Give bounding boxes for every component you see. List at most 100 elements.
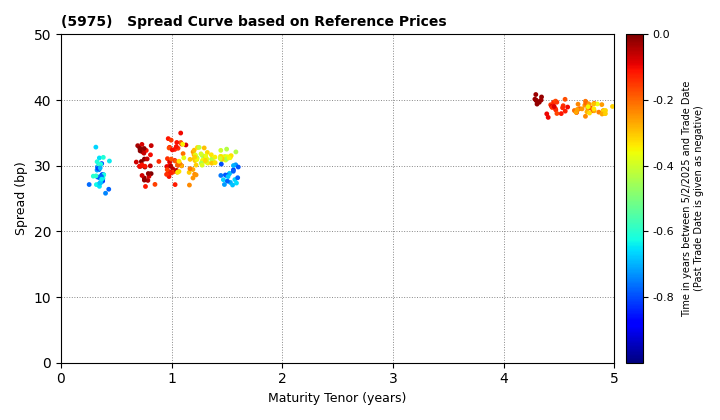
Point	[201, 156, 212, 163]
Point	[93, 163, 104, 169]
Point	[188, 151, 199, 158]
Point	[172, 162, 184, 168]
Point	[230, 161, 241, 168]
Point	[84, 181, 95, 188]
Point	[551, 110, 562, 117]
Point	[167, 165, 179, 172]
Point	[163, 173, 175, 180]
Point	[169, 146, 181, 153]
Point	[166, 156, 177, 163]
Point	[104, 158, 115, 164]
Point	[197, 152, 208, 159]
Point	[579, 102, 590, 109]
Point	[199, 158, 211, 165]
Point	[145, 163, 156, 169]
Point	[221, 146, 233, 152]
Point	[165, 163, 176, 170]
Point	[92, 173, 104, 180]
Point	[549, 99, 560, 106]
Point	[190, 162, 202, 168]
Point	[199, 158, 211, 164]
Point	[572, 101, 584, 108]
Point	[192, 156, 203, 163]
Point	[178, 155, 189, 161]
Point	[145, 170, 157, 177]
Point	[141, 155, 153, 162]
Point	[187, 149, 199, 155]
Point	[143, 173, 155, 180]
Point	[95, 161, 107, 168]
Point	[206, 156, 217, 163]
Point	[228, 168, 239, 175]
Point	[599, 110, 611, 117]
Point	[138, 150, 150, 157]
Point	[140, 147, 152, 154]
Point	[225, 153, 236, 160]
Point	[206, 160, 217, 166]
Point	[189, 171, 200, 178]
Point	[98, 171, 109, 178]
Point	[572, 107, 583, 113]
Point	[550, 107, 562, 113]
Point	[94, 165, 106, 171]
Point	[600, 110, 611, 117]
Point	[145, 142, 157, 149]
Point	[163, 168, 174, 175]
Point	[587, 108, 598, 114]
Point	[570, 109, 582, 116]
Point	[229, 176, 240, 183]
Point	[588, 105, 600, 112]
Point	[169, 157, 181, 164]
Point	[184, 156, 196, 163]
Point	[194, 144, 205, 151]
Point	[607, 103, 618, 110]
Point	[161, 171, 172, 178]
Point	[190, 153, 202, 160]
Point	[232, 174, 243, 181]
Point	[230, 149, 242, 155]
Point	[92, 165, 104, 172]
Point	[550, 98, 562, 105]
Point	[588, 101, 599, 108]
Point	[166, 137, 177, 144]
Point	[219, 153, 230, 160]
Point	[223, 155, 235, 161]
Point	[596, 110, 608, 117]
Point	[224, 170, 235, 177]
Point	[96, 160, 107, 167]
Point	[174, 158, 185, 165]
Point	[96, 171, 108, 178]
Point	[187, 166, 199, 173]
Point	[96, 173, 107, 180]
Point	[580, 98, 591, 105]
Point	[576, 105, 588, 112]
Point	[219, 181, 230, 188]
Point	[189, 155, 200, 162]
Point	[97, 154, 109, 161]
Point	[189, 157, 201, 164]
Point	[103, 186, 114, 193]
Y-axis label: Spread (bp): Spread (bp)	[15, 162, 28, 235]
Point	[135, 147, 146, 153]
Point	[192, 155, 203, 161]
Point	[202, 149, 213, 156]
Point	[220, 154, 231, 160]
Point	[176, 163, 187, 169]
Point	[215, 161, 227, 168]
Point	[175, 139, 186, 146]
Point	[97, 175, 109, 182]
Point	[220, 157, 231, 163]
Point	[530, 91, 541, 98]
Point	[91, 181, 102, 188]
Point	[142, 177, 153, 184]
Point	[136, 162, 148, 168]
Point	[91, 163, 103, 170]
Point	[593, 109, 605, 116]
Point	[200, 152, 212, 159]
Point	[549, 105, 561, 112]
Point	[143, 170, 154, 177]
Point	[165, 170, 176, 176]
Point	[215, 153, 226, 160]
Point	[130, 159, 142, 165]
Point	[217, 176, 229, 183]
